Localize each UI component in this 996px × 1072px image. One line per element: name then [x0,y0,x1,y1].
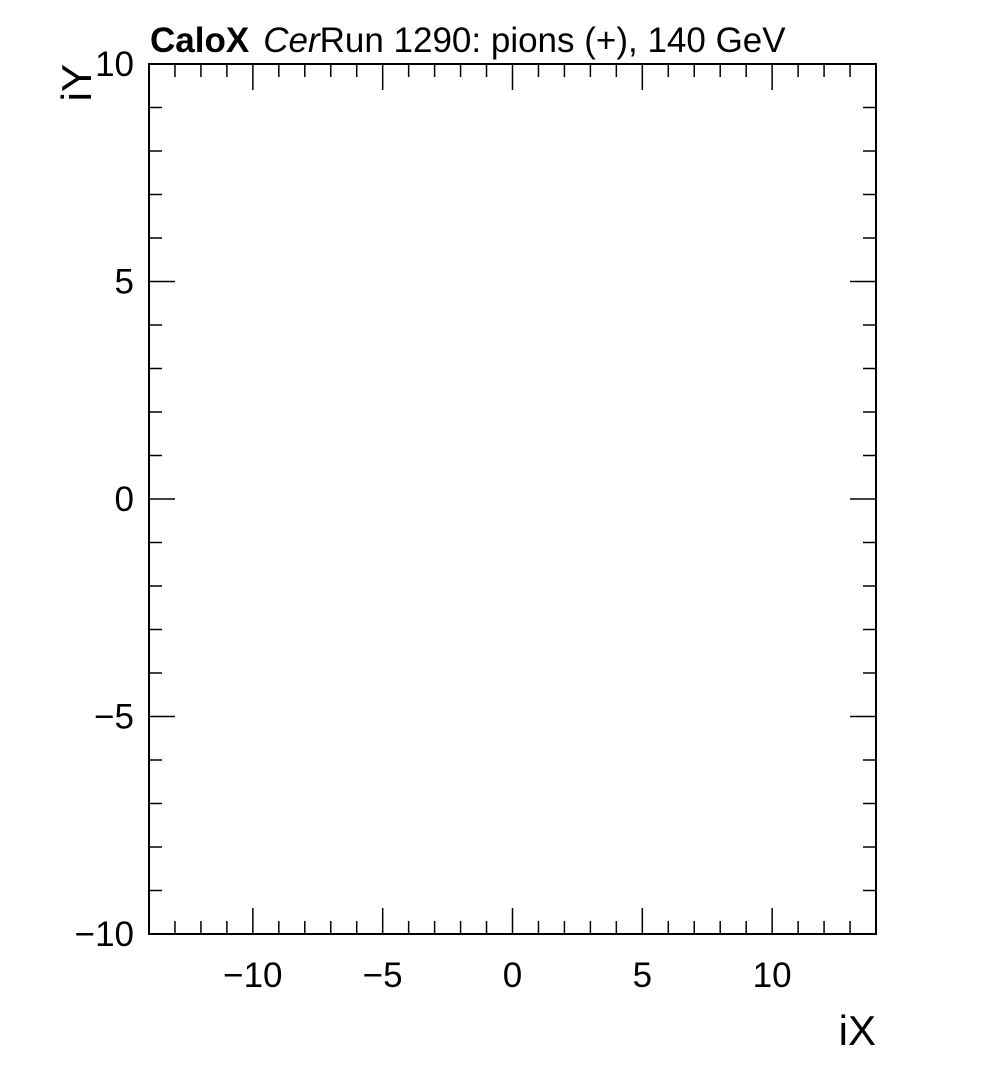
x-axis-label: iX [839,1007,876,1054]
plot-frame [148,63,877,935]
y-axis-ticks [149,63,876,935]
x-tick-label: 0 [503,956,522,995]
x-axis-tick-labels: −10 −5 0 5 10 [223,956,791,995]
x-tick-label: 10 [753,956,792,995]
x-tick-label: −5 [363,956,403,995]
x-axis-ticks [148,64,877,934]
title-prefix: CaloX [150,21,250,60]
y-axis-tick-labels: −10 −5 0 5 10 [75,45,134,954]
y-tick-label: 10 [95,45,134,84]
title-channel: Cer [263,21,321,60]
chart-title: CaloX CerRun 1290: pions (+), 140 GeV [150,21,786,60]
x-tick-label: 5 [633,956,652,995]
y-tick-label: 0 [115,480,134,519]
x-tick-label: −10 [223,956,282,995]
y-axis-label: iY [53,64,100,101]
y-tick-label: 5 [115,263,134,302]
y-tick-label: −10 [75,915,134,954]
title-text: Run 1290: pions (+), 140 GeV [320,21,787,60]
y-tick-label: −5 [94,698,134,737]
